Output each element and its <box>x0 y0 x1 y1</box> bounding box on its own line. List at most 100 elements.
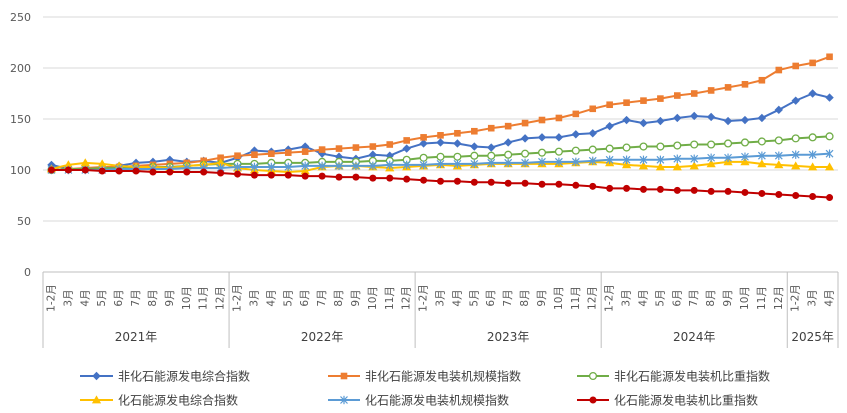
series-6-point <box>437 177 444 185</box>
series-2-point <box>623 99 630 106</box>
x-tick-label: 4月 <box>637 289 649 306</box>
series-5-point <box>605 155 614 164</box>
x-tick-label: 1-2月 <box>790 284 802 312</box>
series-5-point <box>487 158 496 168</box>
legend-item[interactable]: 非化石能源发电装机比重指数 <box>577 369 770 384</box>
series-6-point <box>267 171 275 179</box>
x-tick-label: 9月 <box>536 289 548 306</box>
series-1-point <box>791 96 800 105</box>
series-2-point <box>555 114 563 122</box>
series-5-point <box>741 152 749 161</box>
legend-item[interactable]: 非化石能源发电综合指数 <box>80 369 250 384</box>
series-6-point <box>166 168 174 176</box>
series-1-point <box>588 129 597 138</box>
series-3-point <box>571 146 580 155</box>
series-4-point <box>672 162 682 171</box>
series-6-point <box>234 170 242 178</box>
series-3-point <box>791 134 800 143</box>
series-6-point <box>217 169 225 177</box>
series-5-point <box>707 153 716 162</box>
x-tick-label: 10月 <box>739 286 751 310</box>
legend-marker-icon <box>92 371 101 381</box>
legend-item[interactable]: 化石能源发电装机比重指数 <box>577 393 758 408</box>
series-4-point <box>621 160 632 169</box>
legend-label: 化石能源发电装机规模指数 <box>365 393 509 408</box>
x-tick-label: 3月 <box>621 289 633 306</box>
series-5-point <box>571 157 580 167</box>
x-tick-label: 12月 <box>587 286 599 310</box>
series-5-point <box>318 161 327 171</box>
series-3-point <box>537 148 547 157</box>
series-6-point <box>758 189 766 197</box>
series-6-point <box>606 184 614 192</box>
legend: 非化石能源发电综合指数 非化石能源发电装机规模指数 非化石能源发电装机比重指数化石能… <box>80 369 770 408</box>
x-tick-label: 10月 <box>367 286 379 310</box>
series-4-point <box>655 162 665 171</box>
series-4-point <box>97 159 107 168</box>
x-tick-label: 3月 <box>807 289 819 306</box>
series-5-point <box>690 154 699 163</box>
series-3-point <box>690 140 699 149</box>
x-tick-label: 5月 <box>96 289 108 306</box>
series-5-point <box>724 153 732 162</box>
series-1-point <box>436 138 445 147</box>
y-tick-label: 200 <box>10 62 31 75</box>
series-1-point <box>757 113 767 123</box>
series-2-point <box>724 84 732 91</box>
x-tick-label: 7月 <box>502 289 514 306</box>
x-axis: 1-2月 3月 4月 5月 6月 7月 8月 9月 10月 11月 12月 1-2月 3月 4月 5月 6月 7… <box>42 271 839 348</box>
x-tick-label: 6月 <box>671 289 683 306</box>
series-5-point <box>301 161 310 171</box>
x-tick-label: 6月 <box>299 289 311 306</box>
series-6-point <box>403 175 411 183</box>
legend-item[interactable]: 化石能源发电综合指数 <box>80 393 238 408</box>
series-5-point <box>453 159 462 169</box>
legend-item[interactable]: 非化石能源发电装机规模指数 <box>328 369 521 384</box>
series-2-point <box>437 132 444 139</box>
legend-label: 化石能源发电综合指数 <box>118 393 238 408</box>
series-5-point <box>622 155 631 164</box>
series-3-point <box>740 138 750 147</box>
x-tick-label: 8月 <box>705 289 717 306</box>
x-tick-label: 8月 <box>519 289 531 306</box>
series-3-point <box>639 142 648 151</box>
y-tick-label: 0 <box>24 266 31 279</box>
x-tick-label: 12月 <box>215 286 227 310</box>
legend-item[interactable]: 化石能源发电装机规模指数 <box>328 393 509 408</box>
series-1-point <box>402 144 411 153</box>
series-1-point <box>622 115 631 125</box>
series-2-point <box>826 53 833 61</box>
series-2-point <box>217 154 224 162</box>
series-3-point <box>554 147 563 156</box>
series-5-point <box>639 155 648 164</box>
series-6-point <box>200 168 208 176</box>
series-6-point <box>115 167 123 175</box>
series-4-point <box>824 162 835 171</box>
legend-label: 非化石能源发电装机规模指数 <box>365 369 521 384</box>
x-tick-label: 3月 <box>435 289 447 306</box>
x-tick-label: 3月 <box>248 289 260 306</box>
series-4-point <box>300 166 310 175</box>
series-5-point <box>419 160 428 170</box>
series-6-point <box>284 171 292 179</box>
series-3-point <box>453 152 462 161</box>
series-6-point <box>775 190 783 198</box>
series-2-point <box>572 110 580 118</box>
series-5-point <box>470 159 479 169</box>
series-6-point <box>81 166 89 174</box>
series-6-point <box>707 187 715 195</box>
series-4-point <box>808 162 818 171</box>
series-2-point <box>674 92 681 99</box>
series-1-point <box>639 118 648 128</box>
x-tick-label: 8月 <box>333 289 345 306</box>
series-4-point <box>216 158 226 167</box>
series-1-point <box>825 93 834 102</box>
series-2-point <box>521 119 529 127</box>
series-2-point <box>335 145 343 152</box>
series-6-point <box>386 174 394 182</box>
series-3-point <box>707 140 716 149</box>
series-5-point <box>352 161 360 171</box>
series-2-point <box>690 90 698 97</box>
x-tick-label: 8月 <box>147 289 159 306</box>
